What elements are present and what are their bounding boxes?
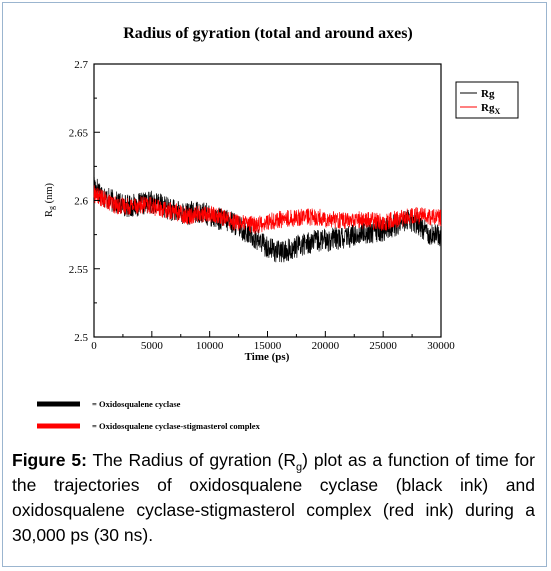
legend-label-rg: Rg bbox=[481, 88, 495, 100]
series-line-rgx bbox=[93, 185, 442, 234]
y-tick-label: 2.55 bbox=[69, 264, 89, 276]
chart: Radius of gyration (total and around axe… bbox=[37, 25, 519, 431]
x-tick-label: 10000 bbox=[196, 340, 224, 352]
caption-text-after: ) plot as a function of time for the tra… bbox=[12, 450, 535, 545]
legend: Rg RgX bbox=[455, 81, 519, 119]
y-tick-label: 2.65 bbox=[69, 127, 89, 139]
y-axis-label: Rg (nm) bbox=[44, 182, 56, 217]
x-tick-label: 5000 bbox=[141, 340, 164, 352]
y-tick-label: 2.5 bbox=[74, 332, 88, 344]
x-tick-label: 20000 bbox=[312, 340, 340, 352]
legend-frame bbox=[455, 81, 519, 119]
legend-label-rgx: RgX bbox=[481, 102, 500, 116]
x-axis-label: Time (ps) bbox=[245, 351, 290, 363]
caption-subscript: g bbox=[296, 461, 303, 474]
axis-layer: 0 5000 10000 15000 20000 25000 30000 2.5 2.55 2.6… bbox=[69, 59, 456, 352]
x-tick-label: 25000 bbox=[369, 340, 397, 352]
x-tick-label: 30000 bbox=[427, 340, 455, 352]
label-complex: = Oxidosqualene cyclase-stigmasterol com… bbox=[92, 421, 261, 431]
series-layer bbox=[93, 176, 442, 263]
caption-text-before: The Radius of gyration (R bbox=[86, 450, 297, 470]
label-oxidosqualene: = Oxidosqualene cyclase bbox=[92, 399, 181, 409]
y-tick-label: 2.6 bbox=[74, 196, 88, 208]
y-tick-label: 2.7 bbox=[74, 59, 88, 71]
chart-title: Radius of gyration (total and around axe… bbox=[123, 25, 413, 42]
below-legend: = Oxidosqualene cyclase = Oxidosqualene … bbox=[37, 399, 261, 431]
x-tick-label: 15000 bbox=[254, 340, 282, 352]
figure-caption: Figure 5: The Radius of gyration (Rg) pl… bbox=[12, 448, 535, 548]
x-tick-label: 0 bbox=[91, 340, 97, 352]
caption-label: Figure 5: bbox=[12, 450, 87, 470]
